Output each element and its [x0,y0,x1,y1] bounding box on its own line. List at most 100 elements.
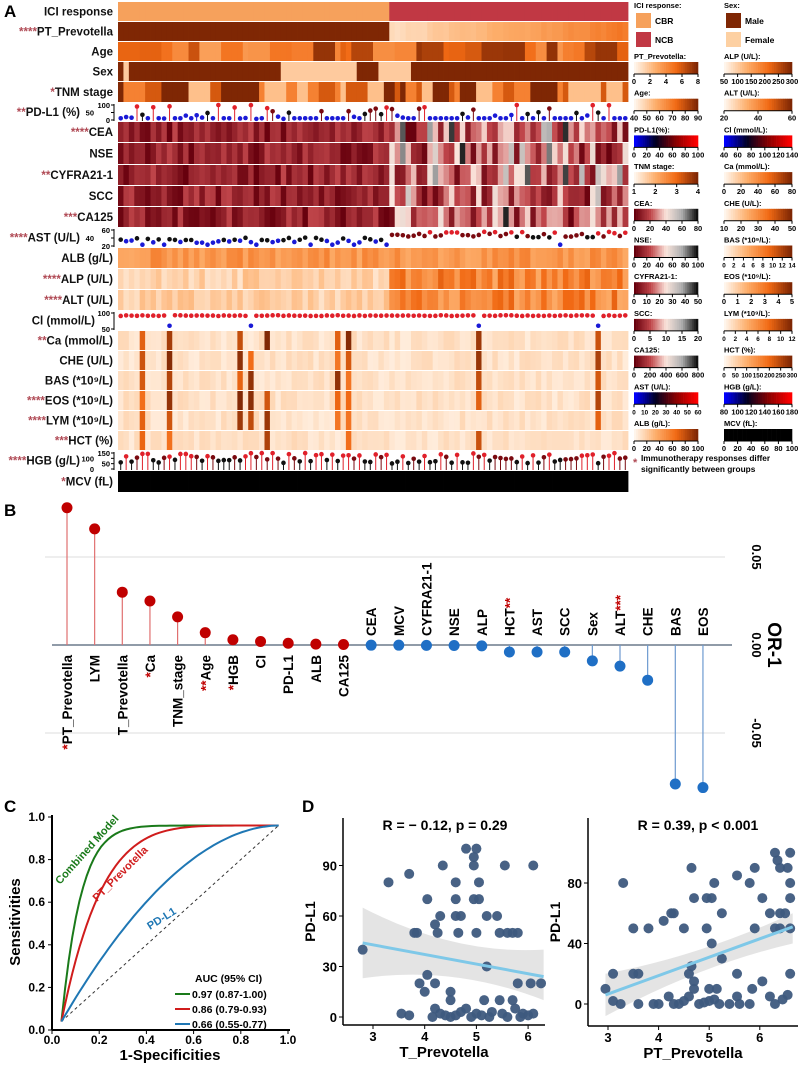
heatmap-cell [562,2,569,21]
heatmap-cell [438,62,444,81]
heatmap-cell [486,248,493,268]
heatmap-cell [340,269,347,289]
heatmap-cell [199,351,206,370]
legend-gradient-step [760,282,763,295]
legend-gradient-step [693,282,697,295]
heatmap-cell [611,411,618,430]
heatmap-cell [237,186,244,206]
category-label: EOS [696,607,711,636]
heatmap-cell [248,331,255,350]
row-label: ****LYM (*10⁹/L) [28,416,113,428]
row-label: ****ALP (U/L) [43,274,113,286]
heatmap-cell [302,411,309,430]
heatmap-cell [297,371,303,390]
heatmap-cell [280,165,287,185]
heatmap-cell [454,143,461,164]
legend-gradient-step [670,282,673,295]
heatmap-cell [345,248,352,268]
heatmap-cell [188,2,195,21]
heatmap-cell [432,42,439,61]
heatmap-cell [259,471,265,492]
lollipop-dot [405,313,411,318]
legend-gradient-step [634,282,637,295]
heatmap-cell [508,207,515,227]
legend-gradient-step [739,318,743,331]
heatmap-cell [335,82,341,102]
heatmap-cell [470,269,477,289]
heatmap-cell [568,471,575,492]
heatmap-cell [215,391,222,410]
lollipop: CHE [641,607,656,686]
row-label: ****AST (U/L) [10,233,80,245]
legend-gradient-step [762,392,766,405]
legend-title: NSE: [634,236,652,245]
heatmap-cell [362,122,368,142]
heatmap-cell [237,290,244,310]
heatmap-cell [318,269,325,289]
heatmap-cell [541,122,548,142]
heatmap-cell [476,351,482,370]
legend-gradient-step [659,62,663,74]
legend-item: LYM (*10⁹/L):0 2 4 6 8 10 12 [722,309,796,343]
legend-gradient-step [764,392,768,405]
heatmap-cell [193,411,200,430]
heatmap-cell [324,42,330,61]
scatter-point [404,868,415,879]
heatmap-cell [443,122,450,142]
heatmap-cell [584,371,591,390]
heatmap-cell [259,122,265,142]
row-label-text: NSE [89,149,113,161]
legend-gradient-step [758,172,761,185]
lollipop-dot [340,116,346,121]
heatmap-cell [611,2,618,21]
lollipop-dot [129,238,134,243]
legend-gradient-step [780,172,784,185]
heatmap-cell [427,248,434,268]
heatmap-cell [438,431,444,450]
heatmap-cell [465,186,472,206]
heatmap-cell [242,143,249,164]
heatmap-cell [405,269,412,289]
heatmap-cell [128,22,135,41]
scatter-point [440,1010,451,1021]
heatmap-cell [470,351,477,370]
legend-gradient-step [638,208,641,221]
heatmap-cell [622,82,629,102]
heatmap-cell [356,371,363,390]
heatmap-cell [573,122,580,142]
legend-gradient-step [636,282,639,295]
heatmap-cell [193,471,200,492]
legend-gradient-step [678,208,682,221]
lollipop-dot [595,110,601,115]
scatter-point [507,995,518,1006]
scatter-point [704,983,715,994]
lollipop: T_Prevotella [115,586,130,735]
heatmap-cell [524,2,531,21]
heatmap-cell [497,22,504,41]
heatmap-cell [454,471,461,492]
heatmap-cell [492,165,499,185]
significance-stars: **** [28,416,46,428]
heatmap-cell [166,351,173,370]
legend-gradient-step [691,355,695,368]
legend-gradient-step [634,245,637,258]
legend-gradient-step [655,318,658,331]
scatter-point [709,994,720,1005]
heatmap-cell [155,269,162,289]
scatter-point [461,1003,472,1014]
legend-tick-label: 4 [696,187,701,196]
lollipop-dot [335,240,341,245]
legend-gradient-step [733,392,736,405]
heatmap-cell [443,391,450,410]
legend-tick-label: 20 [652,409,660,416]
heatmap-cell [492,2,499,21]
heatmap-cell [340,62,347,81]
legend-title: Age: [634,89,651,98]
legend-gradient-step [730,355,734,368]
heatmap-cell [183,207,189,227]
legend-gradient-step [735,355,738,368]
category-label: ALP [475,609,490,636]
lollipop-dot [585,313,590,318]
legend-swatch-label: NCB [655,35,673,45]
